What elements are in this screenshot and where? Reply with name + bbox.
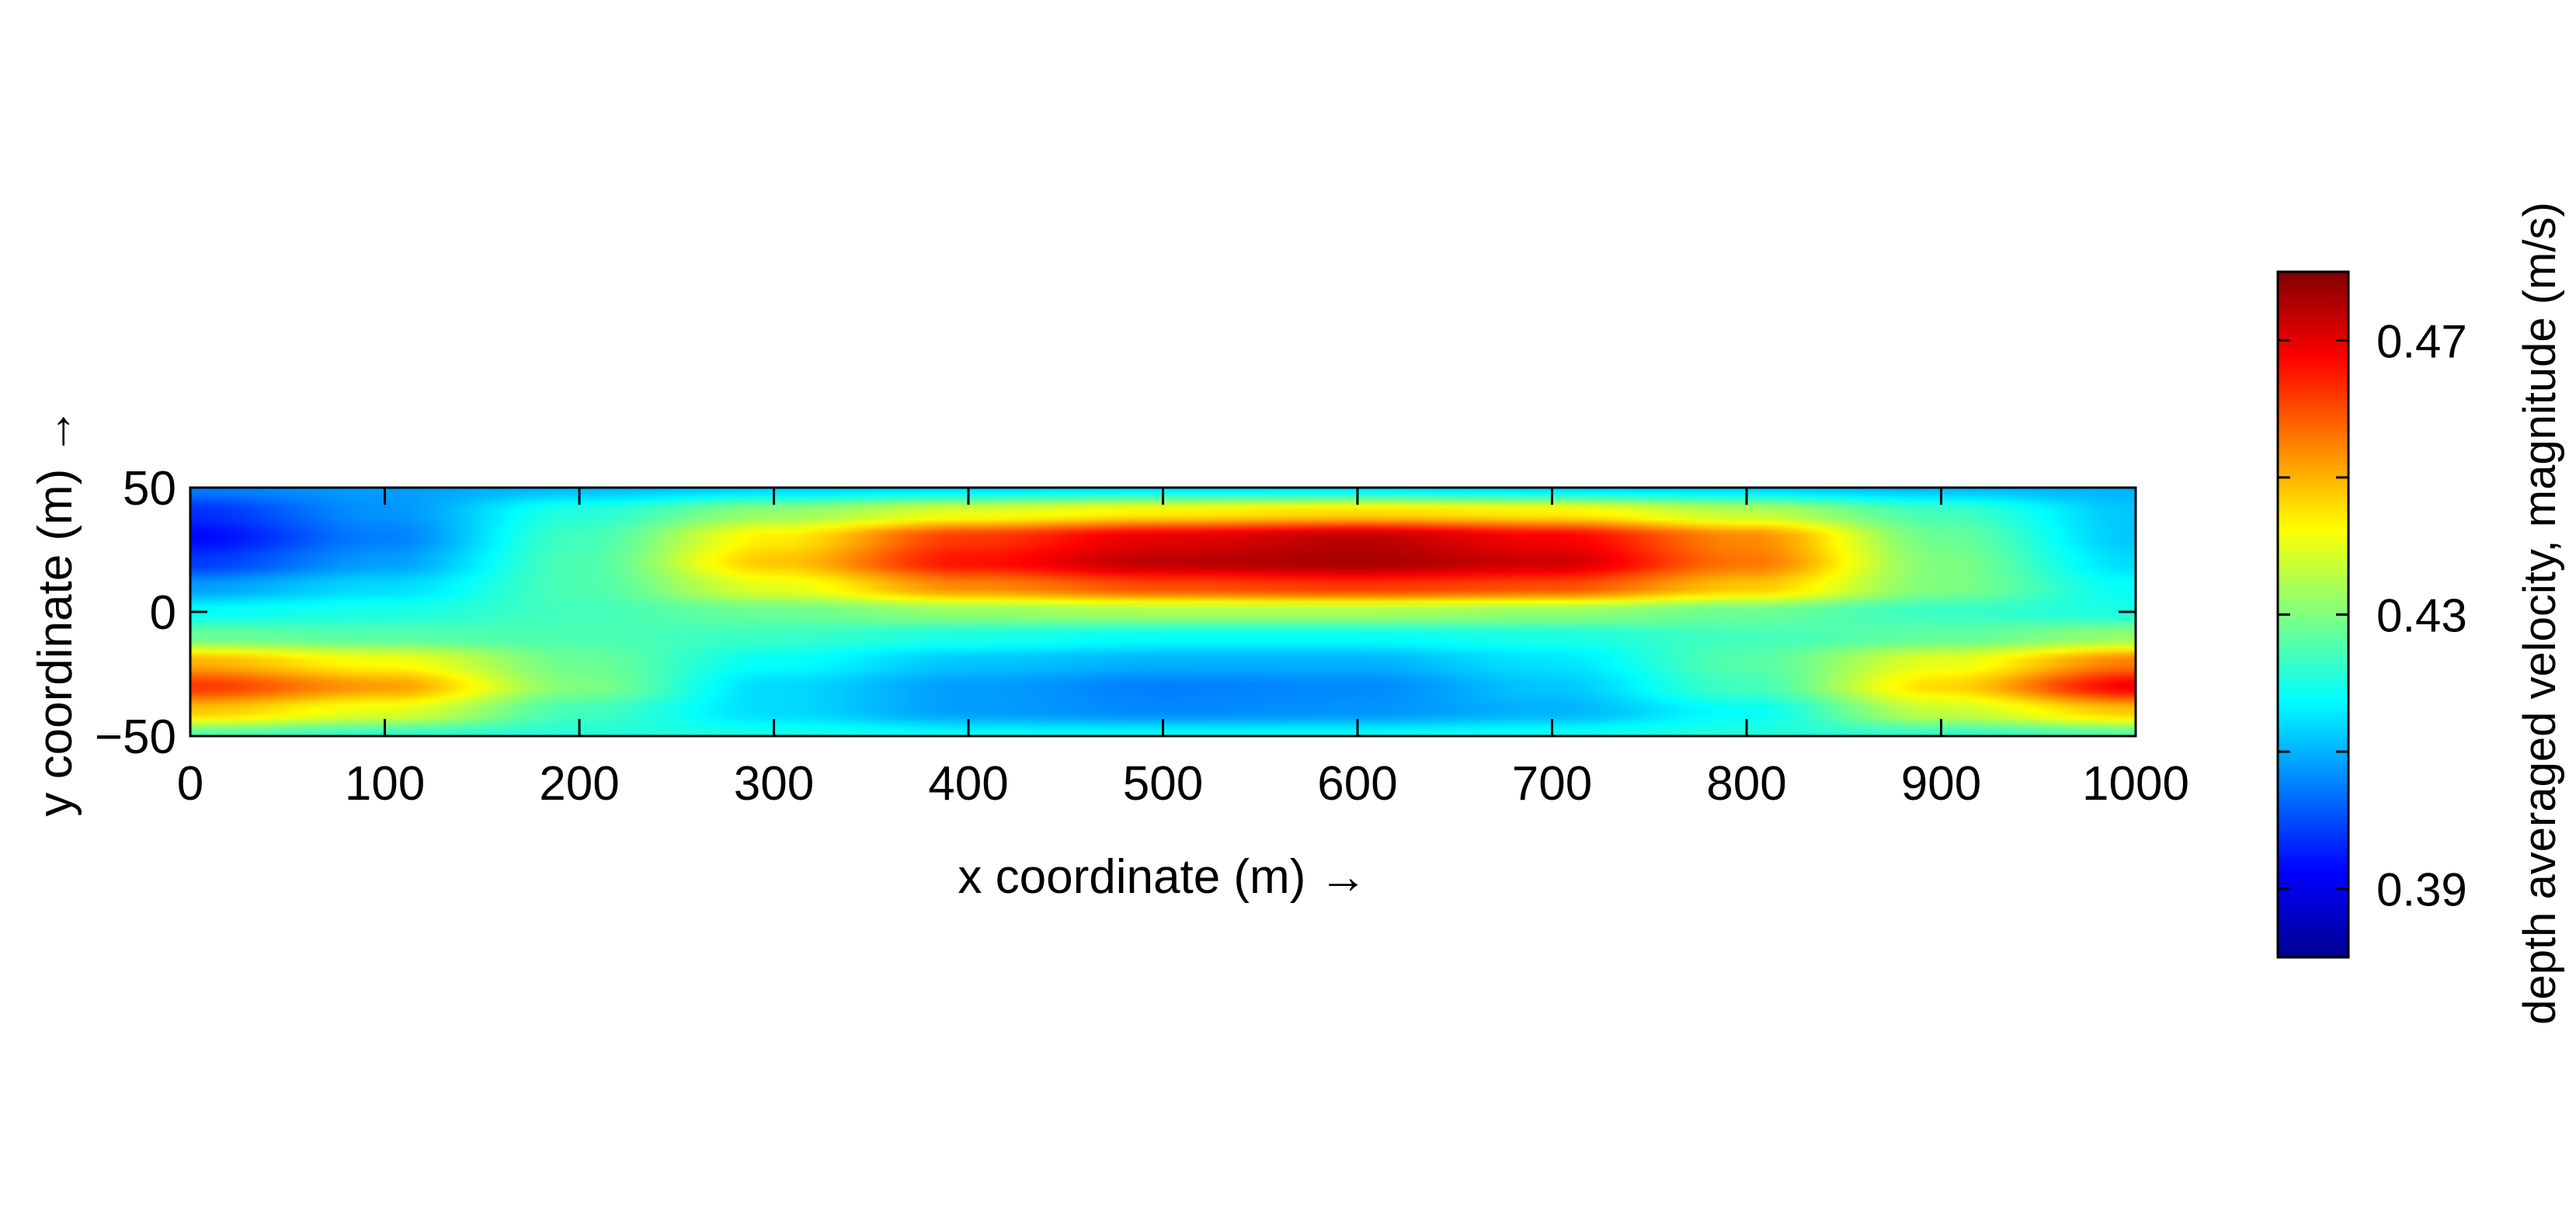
colorbar-tick-label: 0.39: [2376, 864, 2467, 916]
x-tick-label: 700: [1512, 757, 1592, 811]
x-tick-label: 100: [345, 757, 425, 811]
colorbar-label: depth averaged velocity, magnitude (m/s): [2515, 202, 2565, 1025]
colorbar: 0.39 0.43 0.47 depth averaged velocity, ma…: [2276, 202, 2565, 1025]
y-axis-ticks: −50 0 50: [95, 462, 2136, 764]
x-tick-label: 800: [1706, 757, 1786, 811]
x-tick-label: 600: [1317, 757, 1397, 811]
heatmap-field-image: [190, 488, 2136, 736]
colorbar-ticks: 0.39 0.43 0.47: [2278, 315, 2467, 916]
x-tick-label: 900: [1901, 757, 1981, 811]
x-tick-label: 300: [734, 757, 814, 811]
y-tick-label: 0: [150, 586, 176, 640]
x-axis-label: x coordinate (m) →: [958, 850, 1367, 904]
y-tick-label: 50: [123, 462, 176, 516]
x-tick-label: 200: [539, 757, 619, 811]
x-tick-label: 1000: [2082, 757, 2189, 811]
y-tick-label: −50: [95, 710, 176, 764]
colorbar-tick-label: 0.47: [2376, 315, 2467, 367]
x-tick-label: 500: [1123, 757, 1203, 811]
y-axis-label: y coordinate (m) →: [29, 407, 82, 816]
colorbar-tick-label: 0.43: [2376, 590, 2467, 642]
x-tick-label: 400: [928, 757, 1008, 811]
x-tick-label: 0: [177, 757, 203, 811]
x-axis-ticks: 0 100 200 300 400 500 600 700 800 900 1000: [177, 488, 2189, 811]
